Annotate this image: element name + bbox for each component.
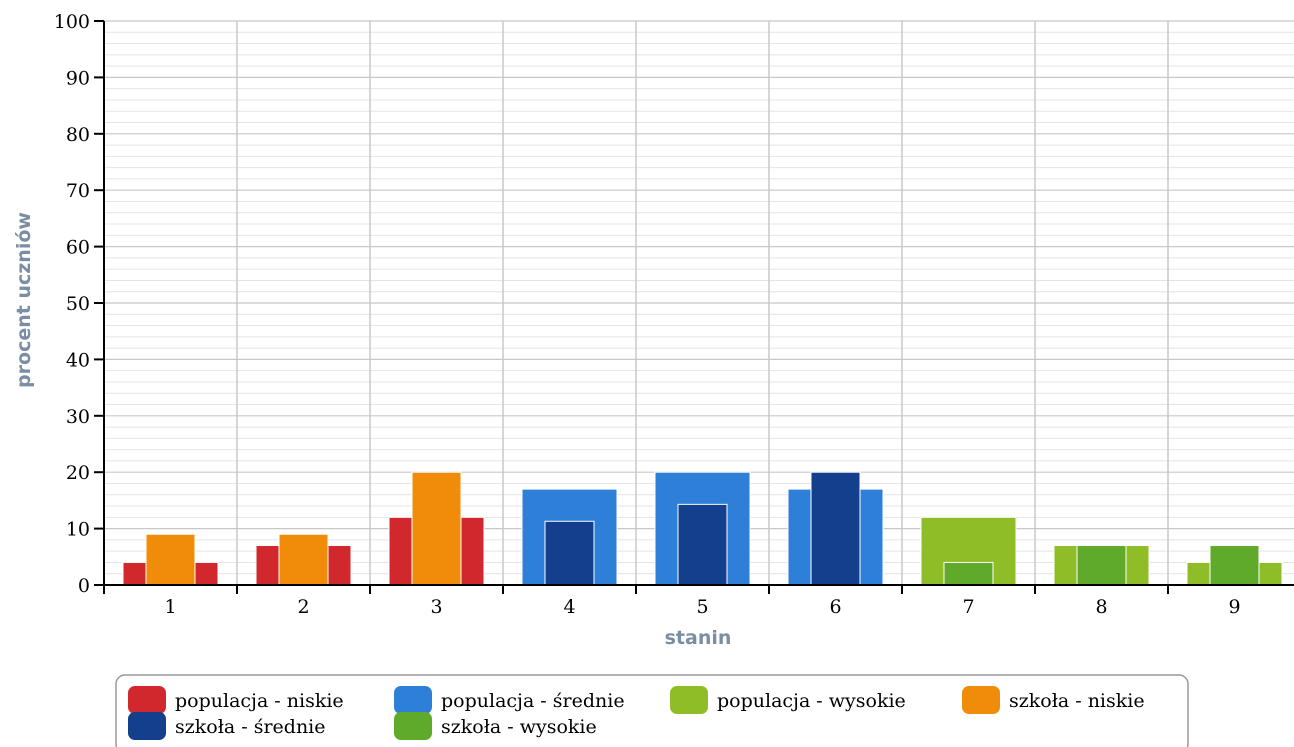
x-tick-label: 9 (1228, 596, 1240, 618)
bar-szkoła---wysokie-7 (943, 561, 994, 586)
legend-swatch (128, 712, 166, 740)
legend-label: szkoła - niskie (1009, 690, 1145, 712)
x-axis-title: stanin (665, 627, 732, 649)
bar-szkoła---niskie-2 (278, 533, 329, 586)
y-tick-label: 10 (66, 519, 90, 541)
bar-szkoła---średnie-4 (544, 520, 595, 586)
bar-szkoła---wysokie-8 (1076, 545, 1127, 586)
bar-szkoła---wysokie-9 (1209, 545, 1260, 586)
bar-szkoła---średnie-5 (677, 503, 728, 586)
legend-swatch (394, 712, 432, 740)
legend-label: szkoła - wysokie (441, 716, 597, 738)
x-tick-label: 7 (962, 596, 974, 618)
legend-label: szkoła - średnie (175, 716, 326, 738)
legend-label: populacja - wysokie (717, 690, 906, 712)
y-tick-label: 0 (78, 575, 90, 597)
legend: populacja - niskie populacja - średnie pop… (115, 674, 1189, 747)
grid (104, 20, 1294, 585)
y-tick-label: 100 (54, 11, 90, 33)
x-tick-label: 8 (1095, 596, 1107, 618)
y-tick-labels: 0 10 20 30 40 50 60 70 80 90 100 (54, 11, 90, 597)
legend-swatch (128, 686, 166, 714)
y-tick-label: 70 (66, 180, 90, 202)
legend-label: populacja - niskie (175, 690, 344, 712)
x-tick-label: 3 (430, 596, 442, 618)
y-tick-label: 80 (66, 124, 90, 146)
x-tick-label: 6 (829, 596, 841, 618)
x-tick-labels: 1 2 3 4 5 6 7 8 9 (164, 596, 1240, 618)
x-tick-label: 1 (164, 596, 176, 618)
legend-label: populacja - średnie (441, 690, 625, 712)
bar-szkoła---niskie-1 (145, 533, 196, 586)
legend-swatch (962, 686, 1000, 714)
y-tick-label: 90 (66, 67, 90, 89)
y-tick-label: 40 (66, 349, 90, 371)
y-tick-label: 20 (66, 462, 90, 484)
legend-swatch (394, 686, 432, 714)
y-tick-label: 30 (66, 406, 90, 428)
legend-box (115, 674, 1189, 747)
y-tick-label: 60 (66, 237, 90, 259)
bars (122, 471, 1283, 586)
axes (94, 20, 1294, 594)
x-tick-label: 5 (696, 596, 708, 618)
y-axis-title: procent uczniów (13, 212, 35, 388)
bar-szkoła---niskie-3 (411, 471, 462, 586)
bar-szkoła---średnie-6 (810, 471, 861, 586)
legend-swatch (670, 686, 708, 714)
y-tick-label: 50 (66, 293, 90, 315)
x-tick-label: 4 (563, 596, 575, 618)
x-tick-label: 2 (297, 596, 309, 618)
